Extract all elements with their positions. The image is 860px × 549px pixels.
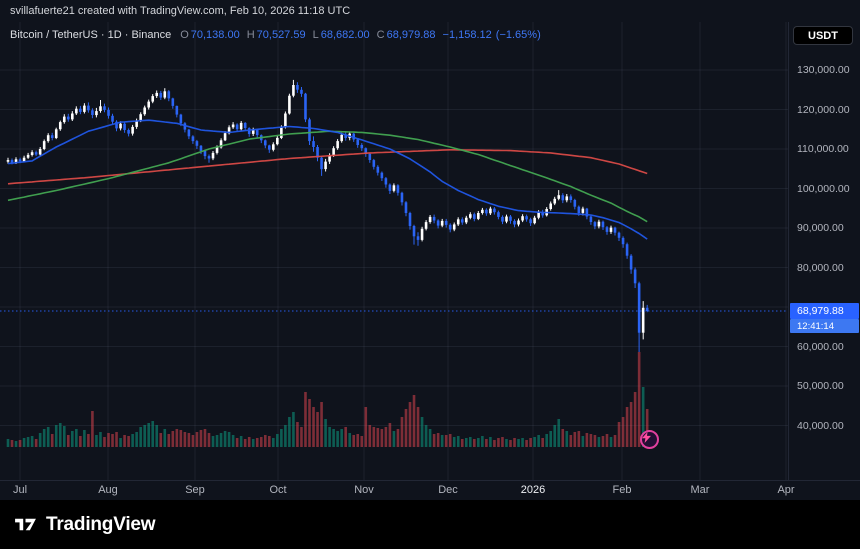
time-tick[interactable]: Oct: [269, 484, 287, 496]
chart-legend: Bitcoin / TetherUS · 1D · Binance O 70,13…: [10, 29, 541, 41]
close-label: C: [376, 29, 385, 41]
change-percent: (−1.65%): [495, 29, 541, 41]
chart-area[interactable]: Bitcoin / TetherUS · 1D · Binance O 70,13…: [0, 22, 788, 480]
time-tick[interactable]: Feb: [612, 484, 632, 496]
low-value: 68,682.00: [320, 29, 370, 41]
time-tick[interactable]: Mar: [690, 484, 710, 496]
currency-toggle-button[interactable]: USDT: [793, 26, 853, 45]
price-tick[interactable]: 120,000.00: [797, 103, 850, 116]
open-label: O: [180, 29, 189, 41]
last-price-label: 68,979.88: [790, 303, 859, 319]
time-tick[interactable]: Nov: [354, 484, 374, 496]
close-value: 68,979.88: [386, 29, 436, 41]
footer-bar: TradingView: [0, 500, 860, 549]
tradingview-brand-text[interactable]: TradingView: [46, 513, 156, 535]
time-tick[interactable]: Dec: [438, 484, 458, 496]
bar-countdown-label: 12:41:14: [790, 319, 859, 333]
price-axis[interactable]: 68,979.88 12:41:14 130,000.00 120,000.00 1…: [788, 22, 860, 480]
price-tick[interactable]: 130,000.00: [797, 64, 850, 76]
flash-marker-icon[interactable]: [640, 430, 659, 449]
open-value: 70,138.00: [190, 29, 240, 41]
time-tick[interactable]: Apr: [777, 484, 795, 496]
price-tick[interactable]: 40,000.00: [797, 419, 844, 432]
time-tick[interactable]: Jul: [12, 484, 28, 496]
attribution-bar: svillafuerte21 created with TradingView.…: [10, 5, 351, 17]
high-value: 70,527.59: [256, 29, 306, 41]
lightning-bolt-icon: [642, 432, 651, 443]
high-label: H: [246, 29, 255, 41]
time-axis[interactable]: Jul Aug Sep Oct Nov Dec 2026 Feb Mar Apr: [0, 480, 860, 500]
time-tick[interactable]: 2026: [520, 484, 546, 496]
price-tick[interactable]: 90,000.00: [797, 222, 844, 234]
time-tick[interactable]: Aug: [98, 484, 118, 496]
tradingview-logo-icon[interactable]: [13, 512, 38, 537]
candlestick-chart[interactable]: [0, 22, 788, 480]
price-tick[interactable]: 50,000.00: [797, 380, 844, 392]
low-label: L: [312, 29, 319, 41]
price-tick[interactable]: 100,000.00: [797, 182, 850, 195]
symbol-title[interactable]: Bitcoin / TetherUS · 1D · Binance: [10, 29, 172, 41]
change-value: −1,158.12: [442, 29, 492, 41]
price-tick[interactable]: 110,000.00: [797, 143, 849, 155]
price-tick[interactable]: 80,000.00: [797, 261, 844, 274]
price-tick[interactable]: 60,000.00: [797, 340, 844, 353]
time-tick[interactable]: Sep: [185, 484, 205, 496]
